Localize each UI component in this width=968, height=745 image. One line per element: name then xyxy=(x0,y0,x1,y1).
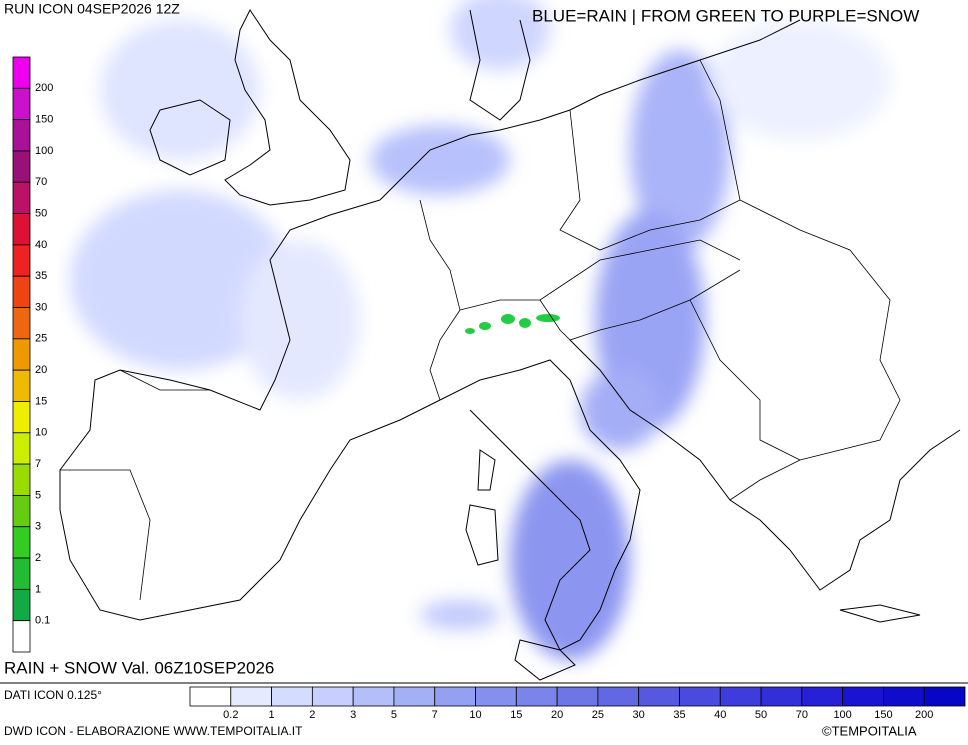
rain-scale-label: 70 xyxy=(796,709,808,721)
snow-scale-label: 20 xyxy=(35,364,47,376)
rain-scale-label: 35 xyxy=(673,709,685,721)
rain-swatch xyxy=(842,686,884,707)
snow-scale-label: 3 xyxy=(35,521,41,533)
rain-scale-label: 150 xyxy=(874,709,892,721)
rain-scale-label: 40 xyxy=(714,709,726,721)
snow-scale-label: 70 xyxy=(35,176,47,188)
run-label: RUN ICON 04SEP2026 12Z xyxy=(4,1,180,17)
snow-scale-label: 30 xyxy=(35,301,47,313)
rain-swatch xyxy=(719,686,762,707)
snow-scale-label: 40 xyxy=(35,239,47,251)
source-label: DATI ICON 0.125° xyxy=(4,688,102,702)
rain-swatch xyxy=(638,686,680,707)
snow-patches xyxy=(465,314,560,334)
snow-scale-label: 15 xyxy=(35,395,47,407)
snow-swatch xyxy=(12,119,31,152)
rain-scale-label: 7 xyxy=(432,709,438,721)
rain-scale-label: 25 xyxy=(592,709,604,721)
snow-swatch xyxy=(12,338,31,371)
rain-scale-label: 1 xyxy=(269,709,275,721)
coastlines xyxy=(59,9,961,681)
rain-scale-label: 3 xyxy=(350,709,356,721)
snow-swatch xyxy=(12,495,31,528)
rain-scale-label: 0.2 xyxy=(223,709,238,721)
map-area xyxy=(59,0,961,681)
rain-swatch xyxy=(679,686,721,707)
snow-scale-label: 35 xyxy=(35,270,47,282)
rain-scale-label: 15 xyxy=(510,709,522,721)
snow-scale-label: 0.1 xyxy=(35,615,50,627)
credit-label: DWD ICON - ELABORAZIONE WWW.TEMPOITALIA.… xyxy=(4,724,303,738)
rain-swatch xyxy=(475,686,517,707)
snow-swatch xyxy=(12,213,31,246)
rain-scale-label: 2 xyxy=(309,709,315,721)
snow-scale-label: 50 xyxy=(35,207,47,219)
snow-scale-label: 1 xyxy=(35,583,41,595)
precip-field xyxy=(70,0,890,660)
snow-swatch xyxy=(12,588,31,622)
rain-scale-label: 100 xyxy=(833,709,851,721)
snow-swatch xyxy=(12,620,31,653)
valid-label: RAIN + SNOW Val. 06Z10SEP2026 xyxy=(4,658,274,677)
rain-scale-label: 10 xyxy=(469,709,481,721)
rain-scale-label: 5 xyxy=(391,709,397,721)
rain-swatch xyxy=(760,686,803,707)
rain-swatch xyxy=(393,686,436,707)
snow-scale-label: 7 xyxy=(35,458,41,470)
snow-swatch xyxy=(12,87,31,121)
snow-swatch xyxy=(12,181,31,214)
snow-swatch xyxy=(12,526,31,559)
borders xyxy=(60,59,901,601)
rain-swatch xyxy=(556,686,599,707)
snow-scale-label: 2 xyxy=(35,552,41,564)
snow-swatch xyxy=(12,401,31,434)
rain-swatch xyxy=(271,686,313,707)
snow-swatch xyxy=(12,432,31,465)
rain-swatch xyxy=(883,686,925,707)
snow-swatch xyxy=(12,150,31,183)
rain-swatch xyxy=(352,686,395,707)
rain-swatch xyxy=(434,686,476,707)
snow-scale-label: 200 xyxy=(35,82,53,94)
snow-swatch xyxy=(12,275,31,308)
rain-swatch xyxy=(311,686,354,707)
snow-swatch xyxy=(12,56,31,89)
snow-scale-label: 25 xyxy=(35,333,47,345)
rain-swatch xyxy=(515,686,558,707)
rain-swatch xyxy=(189,686,232,707)
rain-scale-label: 30 xyxy=(633,709,645,721)
rain-scale-label: 50 xyxy=(755,709,767,721)
legend-title: BLUE=RAIN | FROM GREEN TO PURPLE=SNOW xyxy=(532,6,919,25)
rain-scale-label: 200 xyxy=(915,709,933,721)
snow-swatch xyxy=(12,557,31,590)
rain-swatch xyxy=(923,686,966,707)
snow-scale-label: 100 xyxy=(35,145,53,157)
rain-swatch xyxy=(597,686,640,707)
copyright-label: ©TEMPOITALIA xyxy=(822,723,917,738)
snow-swatch xyxy=(12,307,31,340)
rain-swatch xyxy=(230,686,272,707)
rain-scale-label: 20 xyxy=(551,709,563,721)
snow-scale-label: 5 xyxy=(35,489,41,501)
rain-swatch xyxy=(801,686,844,707)
snow-swatch xyxy=(12,463,31,496)
snow-scale-label: 10 xyxy=(35,427,47,439)
snow-swatch xyxy=(12,369,31,402)
snow-scale-label: 150 xyxy=(35,114,53,126)
snow-swatch xyxy=(12,244,31,277)
